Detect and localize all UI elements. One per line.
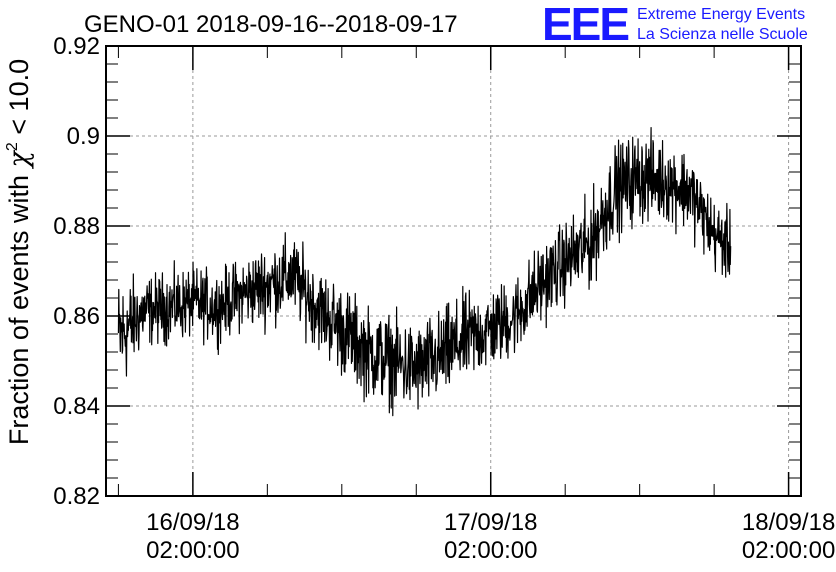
y-axis-label: Fraction of events with χ2 < 10.0	[4, 59, 35, 445]
grid	[106, 46, 801, 496]
axis-ticks	[106, 45, 801, 497]
x-tick-labels: 16/09/1802:00:0017/09/1802:00:0018/09/18…	[146, 509, 835, 564]
plot-frame	[105, 45, 802, 497]
y-tick-label: 0.92	[53, 33, 100, 60]
x-tick-label-time: 02:00:00	[146, 537, 239, 564]
x-tick-label-date: 18/09/18	[742, 509, 835, 536]
series-line	[117, 127, 732, 417]
x-tick-label-date: 16/09/18	[146, 509, 239, 536]
logo-line-2: La Scienza nelle Scuole	[637, 26, 808, 43]
logo: EEE Extreme Energy Events La Scienza nel…	[542, 0, 808, 50]
x-tick-label-time: 02:00:00	[742, 537, 835, 564]
y-tick-labels: 0.82 0.84 0.86 0.88 0.9 0.92	[53, 33, 100, 510]
y-tick-label: 0.82	[53, 483, 100, 510]
x-tick-label-date: 17/09/18	[444, 509, 537, 536]
logo-line-1: Extreme Energy Events	[637, 6, 805, 23]
y-axis-label-prefix: Fraction of events with	[4, 167, 34, 445]
y-axis-label-superscript: 2	[4, 142, 21, 151]
series-line-group	[117, 127, 732, 417]
y-axis-label-chi: χ	[4, 149, 35, 169]
y-axis-label-suffix: < 10.0	[4, 59, 34, 142]
y-tick-label: 0.84	[53, 393, 100, 420]
y-tick-label: 0.88	[53, 213, 100, 240]
logo-letters: EEE	[542, 0, 628, 50]
y-tick-label: 0.9	[67, 123, 100, 150]
chart-title: GENO-01 2018-09-16--2018-09-17	[84, 11, 458, 38]
x-tick-label-time: 02:00:00	[444, 537, 537, 564]
y-tick-label: 0.86	[53, 303, 100, 330]
